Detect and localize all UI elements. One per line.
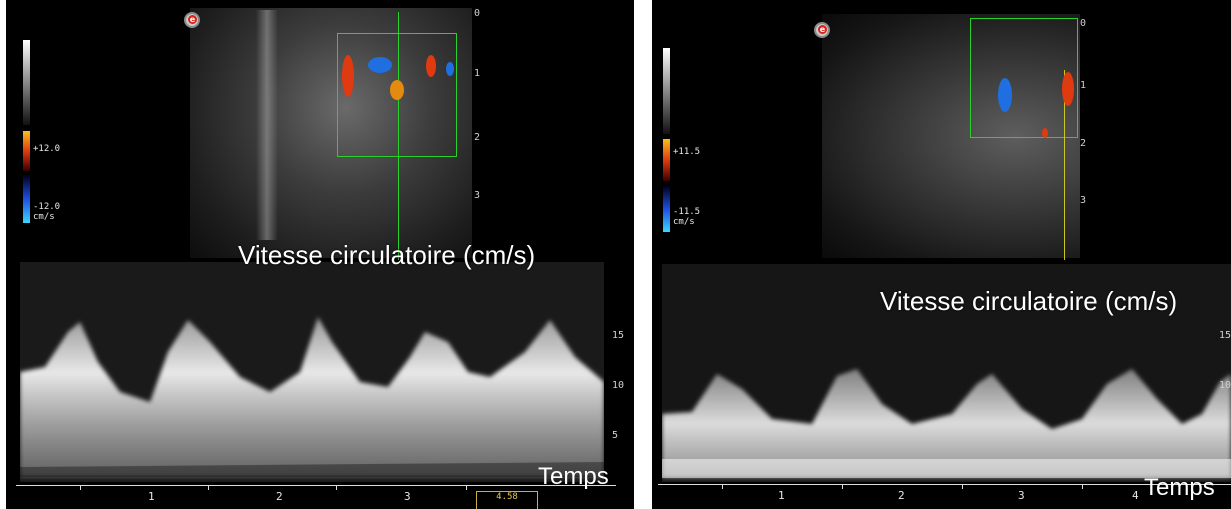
velocity-axis-label: Vitesse circulatoire (cm/s) [880, 286, 1178, 316]
doppler-image-left: e +12.0 -12.0 cm/s 0 1 2 3 Vitesse circu… [6, 0, 634, 509]
flow-blue [368, 57, 392, 73]
shadow-artifact [256, 10, 278, 240]
measurement-readout: 4.58 [476, 491, 538, 509]
color-bar-negative [23, 175, 30, 223]
time-tick: 1 [778, 489, 785, 502]
doppler-image-right: e +11.5 -11.5 cm/s 0 1 2 3 Vitesse circu… [652, 0, 1231, 509]
velocity-axis-label: Vitesse circulatoire (cm/s) [238, 240, 536, 270]
velocity-tick: 10 [612, 380, 625, 391]
time-tick: 3 [404, 490, 411, 503]
color-bar-negative [663, 186, 670, 232]
grayscale-bar [23, 40, 30, 125]
time-axis-label: Temps [1144, 474, 1215, 501]
doppler-spectrogram [662, 264, 1231, 482]
time-tick: 2 [898, 489, 905, 502]
scale-unit-label: cm/s [33, 212, 55, 222]
time-axis-label: Temps [538, 463, 609, 490]
flow-red [426, 55, 436, 77]
color-bar-positive [23, 131, 30, 171]
depth-label: 3 [474, 190, 481, 201]
scale-top-label: +12.0 [33, 144, 61, 154]
depth-label: 0 [474, 8, 481, 19]
device-logo-icon: e [814, 22, 830, 38]
scale-bottom-label: -11.5 [673, 207, 701, 217]
flow-red [342, 55, 354, 97]
flow-blue [446, 62, 454, 76]
velocity-tick: 15 [1219, 330, 1231, 341]
b-mode-image [190, 8, 472, 258]
color-bar-positive [663, 139, 670, 181]
doppler-cursor-line [1064, 70, 1065, 260]
flow-red [1042, 128, 1048, 138]
velocity-tick: 10 [1219, 380, 1231, 391]
time-axis [658, 484, 1231, 485]
time-axis [16, 485, 616, 486]
scale-unit-label: cm/s [673, 217, 695, 227]
depth-label: 1 [1080, 80, 1087, 91]
time-tick: 3 [1018, 489, 1025, 502]
velocity-tick: 5 [612, 430, 619, 441]
doppler-cursor-line [398, 12, 399, 260]
device-logo-icon: e [184, 12, 200, 28]
color-roi-box [337, 33, 457, 157]
color-roi-box [970, 18, 1078, 138]
depth-label: 2 [474, 132, 481, 143]
velocity-tick: 15 [612, 330, 625, 341]
flow-blue [998, 78, 1012, 112]
depth-label: 1 [474, 68, 481, 79]
scale-bottom-label: -12.0 [33, 202, 61, 212]
flow-red [1062, 72, 1074, 106]
time-tick: 2 [276, 490, 283, 503]
depth-label: 2 [1080, 138, 1087, 149]
b-mode-image [822, 14, 1080, 258]
grayscale-bar [663, 48, 670, 134]
time-tick: 4 [1132, 489, 1139, 502]
flow-orange [390, 80, 404, 100]
doppler-spectrogram [20, 262, 604, 482]
scale-top-label: +11.5 [673, 147, 701, 157]
time-tick: 1 [148, 490, 155, 503]
depth-label: 0 [1080, 18, 1087, 29]
depth-label: 3 [1080, 195, 1087, 206]
